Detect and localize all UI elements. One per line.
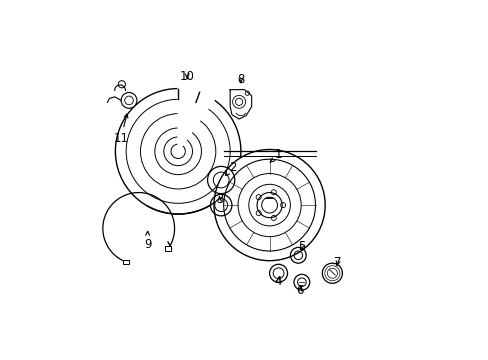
Text: 1: 1: [269, 148, 282, 163]
Text: 2: 2: [225, 161, 236, 176]
Text: 6: 6: [296, 284, 303, 297]
Bar: [122, 260, 129, 264]
Text: 11: 11: [113, 114, 128, 145]
Text: 4: 4: [274, 275, 282, 288]
Circle shape: [322, 263, 342, 283]
Text: 7: 7: [333, 256, 341, 269]
Text: 8: 8: [237, 73, 244, 86]
Circle shape: [214, 149, 325, 261]
Text: 3: 3: [215, 193, 223, 206]
Wedge shape: [178, 85, 216, 151]
Text: 9: 9: [143, 231, 151, 251]
Circle shape: [121, 93, 137, 108]
Polygon shape: [230, 90, 251, 119]
Text: 10: 10: [179, 69, 194, 82]
Bar: [165, 246, 171, 251]
Text: 5: 5: [298, 240, 305, 253]
